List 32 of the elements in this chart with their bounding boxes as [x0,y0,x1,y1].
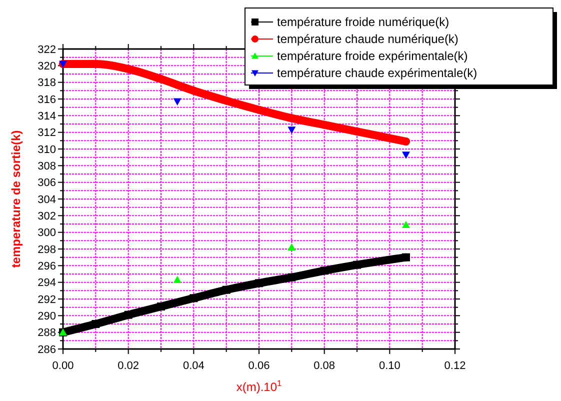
y-axis-title: temperature de sortie(k) [9,130,23,268]
y-tick-label: 302 [38,210,56,223]
y-tick-label: 298 [38,244,56,256]
y-tick-label: 300 [38,227,56,240]
y-tick-label: 304 [38,194,56,206]
legend-label: température froide numérique(k) [277,15,450,30]
y-tick-label: 296 [38,260,56,273]
y-tick-label: 322 [38,44,56,56]
y-tick-label: 294 [38,277,56,290]
x-tick-label: 0.02 [118,360,140,372]
y-tick-label: 290 [38,310,56,323]
y-tick-label: 286 [38,344,56,356]
x-tick-label: 0.00 [52,360,74,372]
y-tick-label: 312 [38,127,56,140]
legend-label: température chaude numérique(k) [277,32,458,46]
x-tick-label: 0.12 [444,360,466,372]
y-tick-label: 308 [38,160,56,173]
y-tick-label: 306 [38,177,56,190]
x-tick-label: 0.04 [182,360,204,372]
y-tick-label: 292 [38,294,56,306]
y-tick-label: 320 [38,60,56,73]
x-tick-label: 0.06 [248,360,270,372]
legend-label: température froide expérimentale(k) [277,49,468,64]
legend-label: température chaude expérimentale(k) [277,66,478,80]
x-tick-label: 0.08 [314,360,336,372]
y-tick-label: 310 [38,144,56,156]
y-tick-label: 314 [38,110,56,123]
x-tick-label: 0.10 [378,360,400,372]
y-tick-label: 316 [38,94,56,106]
y-tick-label: 318 [38,77,56,90]
x-axis-title: x(m).10$^{1}$ [236,378,282,394]
y-tick-label: 288 [38,327,56,340]
